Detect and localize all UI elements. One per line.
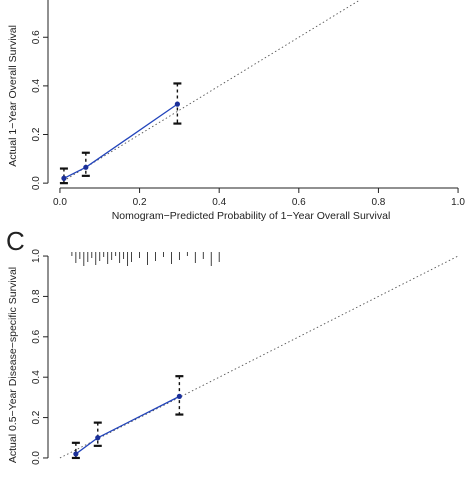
- panel-letter: C: [6, 226, 25, 256]
- calibration-panel-1-year-os: 0.00.20.40.60.80.00.20.40.60.81.0Nomogra…: [7, 0, 465, 222]
- calibration-point: [83, 164, 89, 170]
- calibration-point: [61, 175, 67, 181]
- y-tick-label: 0.2: [31, 410, 42, 424]
- calibration-point: [174, 101, 180, 107]
- x-tick-label: 1.0: [451, 197, 465, 208]
- x-tick-label: 0.6: [292, 197, 306, 208]
- calibration-point: [176, 393, 182, 399]
- y-tick-label: 1.0: [31, 249, 42, 263]
- y-tick-label: 0.0: [31, 451, 42, 465]
- y-tick-label: 0.4: [31, 370, 42, 384]
- ideal-line: [59, 0, 361, 184]
- y-tick-label: 0.6: [31, 30, 42, 44]
- y-tick-label: 0.8: [31, 289, 42, 303]
- calibration-panel-c: C 0.0 0.2 0.4 0.6 0.8 1.0 Actual 0.5−Year Disea…: [6, 226, 459, 465]
- y-tick-label: 0.6: [31, 329, 42, 343]
- ideal-line: [59, 255, 459, 459]
- y-axis-label: Actual 1−Year Overall Survival: [7, 25, 19, 167]
- y-tick-label: 0.0: [31, 176, 42, 190]
- x-tick-label: 0.8: [371, 197, 385, 208]
- y-tick-label: 0.4: [31, 78, 42, 92]
- x-tick-label: 0.4: [212, 197, 226, 208]
- x-tick-label: 0.2: [133, 197, 147, 208]
- x-axis-label: Nomogram−Predicted Probability of 1−Year…: [112, 210, 391, 222]
- calibration-line: [63, 103, 178, 179]
- calibration-point: [73, 451, 79, 457]
- calibration-point: [95, 435, 101, 441]
- y-axis-label: Actual 0.5−Year Disease−specific Surviva…: [7, 267, 19, 463]
- y-tick-label: 0.2: [31, 127, 42, 141]
- x-tick-label: 0.0: [53, 197, 67, 208]
